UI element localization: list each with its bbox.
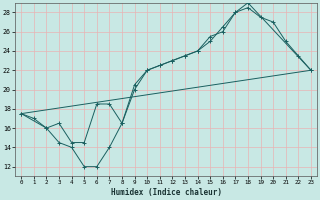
X-axis label: Humidex (Indice chaleur): Humidex (Indice chaleur) [111, 188, 221, 197]
